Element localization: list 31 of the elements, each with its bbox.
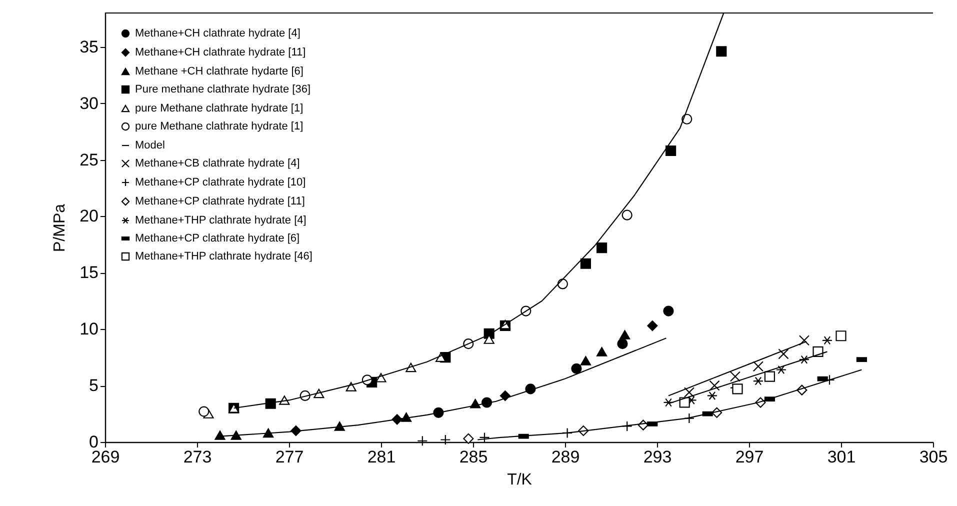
x-tick-label: 289 — [551, 448, 580, 466]
legend-label: Methane+THP clathrate hydrate [4] — [135, 214, 306, 226]
x-axis-title: T/K — [507, 472, 532, 488]
x-tick-label: 281 — [367, 448, 396, 466]
y-tick-label: 5 — [89, 376, 98, 396]
legend-label: Methane+CP clathrate hydrate [11] — [135, 196, 305, 208]
legend-label: Methane+THP clathrate hydrate [46] — [135, 250, 312, 262]
x-tick-label: 273 — [183, 448, 212, 466]
legend-label: Methane+CH clathrate hydrate [11] — [135, 46, 306, 58]
y-tick-label: 25 — [80, 150, 98, 170]
y-tick-label: 20 — [80, 206, 98, 226]
x-tick-label: 297 — [735, 448, 764, 466]
legend-label: pure Methane clathrate hydrate [1] — [135, 102, 304, 114]
legend-label: Model — [135, 140, 165, 152]
legend-label: Pure methane clathrate hydrate [36] — [135, 84, 310, 96]
legend-label: Methane+CP clathrate hydrate [10] — [135, 176, 306, 188]
legend-label: Methane+CH clathrate hydrate [4] — [135, 28, 300, 40]
y-tick-label: 15 — [80, 263, 98, 282]
y-tick-label: 35 — [80, 37, 98, 56]
y-tick-label: 10 — [80, 320, 98, 339]
x-tick-label: 285 — [459, 448, 488, 466]
x-tick-label: 277 — [275, 448, 304, 466]
y-axis-title: P/MPa — [52, 204, 69, 252]
x-tick-label: 301 — [827, 448, 856, 466]
x-tick-label: 293 — [643, 448, 672, 466]
legend-label: pure Methane clathrate hydrate [1] — [135, 120, 304, 132]
legend-label: Methane +CH clathrate hydarte [6] — [135, 66, 304, 78]
legend-label: Methane+CB clathrate hydrate [4] — [135, 158, 300, 170]
y-tick-label: 30 — [80, 94, 98, 113]
legend-label: Methane+CP clathrate hydrate [6] — [135, 232, 300, 244]
x-tick-label: 305 — [919, 448, 948, 466]
